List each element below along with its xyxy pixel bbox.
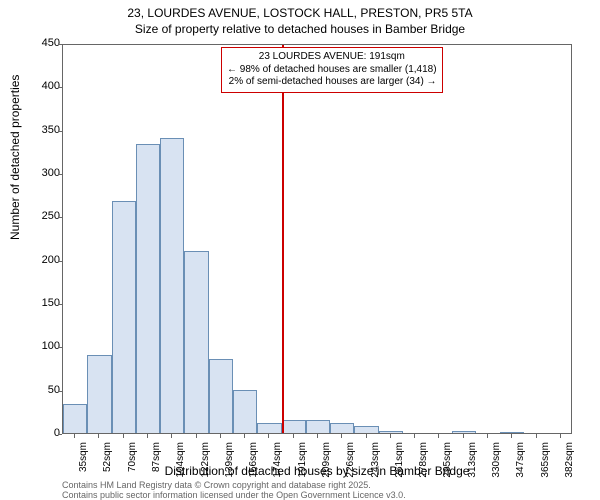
histogram-bar (63, 404, 87, 433)
histogram-bar (233, 390, 257, 433)
x-tick-label: 139sqm (224, 442, 235, 482)
y-tick-mark (58, 131, 62, 132)
chart-title-line2: Size of property relative to detached ho… (0, 22, 600, 36)
annotation-line: 2% of semi-detached houses are larger (3… (227, 76, 437, 89)
x-tick-mark (147, 434, 148, 438)
y-tick-label: 100 (20, 340, 60, 352)
annotation-line: ← 98% of detached houses are smaller (1,… (227, 64, 437, 77)
x-tick-mark (98, 434, 99, 438)
y-tick-label: 250 (20, 210, 60, 222)
x-tick-mark (511, 434, 512, 438)
y-tick-label: 50 (20, 384, 60, 396)
y-tick-label: 350 (20, 124, 60, 136)
x-tick-mark (74, 434, 75, 438)
x-tick-label: 261sqm (394, 442, 405, 482)
y-tick-mark (58, 217, 62, 218)
footer-line2: Contains public sector information licen… (62, 490, 406, 500)
x-tick-label: 52sqm (102, 442, 113, 482)
x-tick-mark (293, 434, 294, 438)
histogram-bar (354, 426, 378, 433)
y-tick-mark (58, 347, 62, 348)
x-tick-label: 226sqm (345, 442, 356, 482)
histogram-bar (136, 144, 160, 433)
x-tick-mark (317, 434, 318, 438)
histogram-bar (500, 432, 524, 433)
x-tick-mark (414, 434, 415, 438)
chart-container: 23, LOURDES AVENUE, LOSTOCK HALL, PRESTO… (0, 0, 600, 500)
plot-area: 23 LOURDES AVENUE: 191sqm← 98% of detach… (62, 44, 572, 434)
histogram-bar (282, 420, 306, 433)
histogram-bar (257, 423, 281, 433)
x-tick-mark (244, 434, 245, 438)
y-tick-label: 400 (20, 80, 60, 92)
histogram-bar (112, 201, 136, 433)
reference-line (282, 45, 284, 433)
histogram-bar (379, 431, 403, 433)
histogram-bar (87, 355, 111, 433)
histogram-bar (330, 423, 354, 433)
x-tick-label: 174sqm (272, 442, 283, 482)
x-tick-label: 87sqm (151, 442, 162, 482)
y-tick-label: 150 (20, 297, 60, 309)
histogram-bar (452, 431, 476, 433)
y-tick-label: 300 (20, 167, 60, 179)
histogram-bar (306, 420, 330, 433)
x-tick-label: 347sqm (515, 442, 526, 482)
x-tick-mark (220, 434, 221, 438)
histogram-bar (209, 359, 233, 433)
x-tick-label: 295sqm (442, 442, 453, 482)
x-tick-mark (536, 434, 537, 438)
x-tick-label: 122sqm (200, 442, 211, 482)
x-tick-label: 365sqm (540, 442, 551, 482)
x-tick-mark (171, 434, 172, 438)
x-tick-label: 382sqm (564, 442, 575, 482)
x-tick-label: 313sqm (467, 442, 478, 482)
x-tick-label: 278sqm (418, 442, 429, 482)
y-tick-mark (58, 391, 62, 392)
y-tick-mark (58, 261, 62, 262)
y-tick-label: 200 (20, 254, 60, 266)
x-tick-label: 209sqm (321, 442, 332, 482)
x-tick-mark (487, 434, 488, 438)
x-tick-mark (196, 434, 197, 438)
x-tick-mark (438, 434, 439, 438)
y-tick-mark (58, 87, 62, 88)
y-tick-mark (58, 304, 62, 305)
x-tick-label: 191sqm (297, 442, 308, 482)
y-tick-label: 0 (20, 427, 60, 439)
x-tick-label: 70sqm (127, 442, 138, 482)
x-tick-label: 243sqm (370, 442, 381, 482)
x-tick-label: 156sqm (248, 442, 259, 482)
annotation-box: 23 LOURDES AVENUE: 191sqm← 98% of detach… (221, 47, 443, 93)
x-tick-label: 35sqm (78, 442, 89, 482)
chart-title-line1: 23, LOURDES AVENUE, LOSTOCK HALL, PRESTO… (0, 6, 600, 20)
x-tick-mark (366, 434, 367, 438)
y-tick-mark (58, 44, 62, 45)
y-tick-mark (58, 174, 62, 175)
x-tick-mark (123, 434, 124, 438)
y-tick-label: 450 (20, 37, 60, 49)
x-tick-label: 330sqm (491, 442, 502, 482)
x-tick-mark (560, 434, 561, 438)
annotation-line: 23 LOURDES AVENUE: 191sqm (227, 51, 437, 64)
histogram-bar (160, 138, 184, 433)
y-tick-mark (58, 434, 62, 435)
x-tick-mark (463, 434, 464, 438)
x-tick-mark (390, 434, 391, 438)
x-tick-label: 104sqm (175, 442, 186, 482)
histogram-bar (184, 251, 208, 433)
x-tick-mark (268, 434, 269, 438)
x-tick-mark (341, 434, 342, 438)
